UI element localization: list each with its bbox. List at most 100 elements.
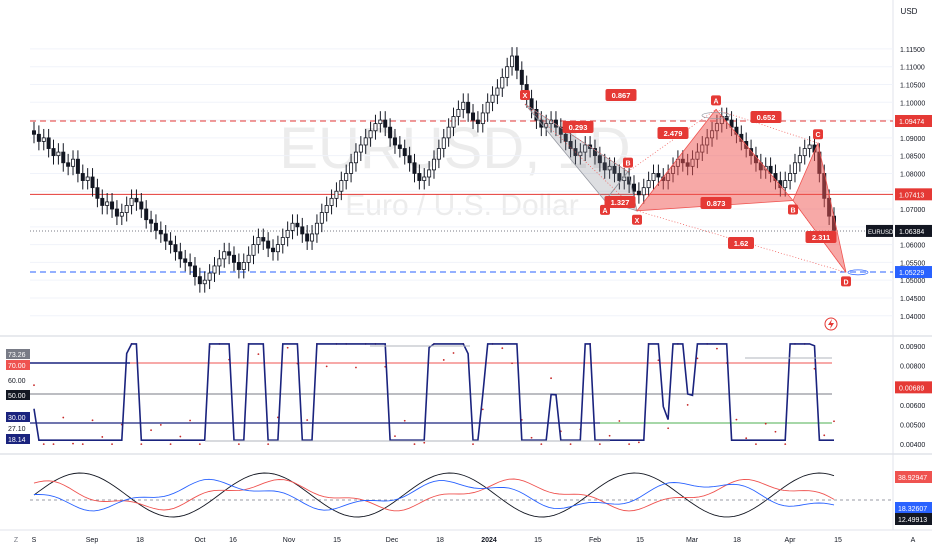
candle-down[interactable]: [656, 173, 661, 178]
candle-up[interactable]: [373, 123, 378, 132]
candle-up[interactable]: [217, 258, 222, 267]
candle-up[interactable]: [441, 137, 446, 149]
candle-up[interactable]: [783, 180, 788, 189]
candle-down[interactable]: [514, 55, 519, 71]
candle-down[interactable]: [114, 208, 119, 217]
candle-up[interactable]: [427, 169, 432, 178]
candle-down[interactable]: [75, 158, 80, 174]
candle-down[interactable]: [597, 155, 602, 164]
candle-down[interactable]: [636, 190, 641, 196]
candle-up[interactable]: [490, 94, 495, 103]
candle-up[interactable]: [119, 212, 124, 217]
candle-down[interactable]: [134, 197, 139, 203]
candle-up[interactable]: [285, 229, 290, 238]
candle-down[interactable]: [407, 155, 412, 164]
harmonic-pattern[interactable]: X A B X A B C D 0.867 0.293 2.479 1.327 0.873 0.652 2.…: [520, 89, 869, 287]
candle-up[interactable]: [251, 244, 256, 256]
candle-up[interactable]: [500, 76, 505, 89]
candle-down[interactable]: [144, 208, 149, 221]
candle-down[interactable]: [392, 137, 397, 146]
candle-up[interactable]: [431, 158, 436, 171]
candle-up[interactable]: [56, 151, 61, 157]
candle-down[interactable]: [383, 119, 388, 128]
candle-up[interactable]: [202, 279, 207, 285]
candle-down[interactable]: [188, 261, 193, 267]
candle-down[interactable]: [563, 133, 568, 142]
candle-up[interactable]: [314, 222, 319, 235]
candle-up[interactable]: [363, 137, 368, 146]
candle-up[interactable]: [85, 176, 90, 181]
candle-down[interactable]: [612, 165, 617, 174]
candle-up[interactable]: [310, 233, 315, 242]
candle-up[interactable]: [461, 101, 466, 110]
candle-up[interactable]: [329, 197, 334, 206]
indicator2-line[interactable]: [33, 478, 835, 512]
candle-up[interactable]: [788, 173, 793, 181]
candle-down[interactable]: [163, 233, 168, 242]
candle-down[interactable]: [80, 173, 85, 181]
candle-up[interactable]: [71, 158, 76, 167]
candle-down[interactable]: [183, 258, 188, 263]
candle-down[interactable]: [617, 173, 622, 181]
candle-down[interactable]: [173, 244, 178, 253]
candle-up[interactable]: [212, 265, 217, 274]
candle-up[interactable]: [583, 144, 588, 153]
candle-down[interactable]: [412, 162, 417, 174]
candle-down[interactable]: [466, 101, 471, 114]
candle-up[interactable]: [578, 151, 583, 157]
candle-up[interactable]: [207, 272, 212, 281]
candle-up[interactable]: [256, 237, 261, 246]
candle-down[interactable]: [261, 237, 266, 242]
currency-label[interactable]: USD: [901, 7, 918, 16]
candle-up[interactable]: [246, 254, 251, 263]
candle-down[interactable]: [153, 222, 158, 231]
candle-up[interactable]: [222, 251, 227, 260]
candle-down[interactable]: [602, 162, 607, 171]
candle-down[interactable]: [61, 151, 66, 164]
candle-up[interactable]: [358, 144, 363, 153]
candle-down[interactable]: [139, 201, 144, 210]
candle-up[interactable]: [544, 123, 549, 128]
indicator2-line[interactable]: [33, 472, 835, 518]
candle-down[interactable]: [271, 247, 276, 253]
candle-down[interactable]: [417, 173, 422, 181]
candle-up[interactable]: [124, 205, 129, 213]
candle-down[interactable]: [66, 162, 71, 167]
candle-up[interactable]: [480, 112, 485, 125]
candle-up[interactable]: [349, 162, 354, 174]
candle-up[interactable]: [319, 212, 324, 224]
indicator2-line[interactable]: [34, 478, 835, 512]
candle-up[interactable]: [344, 173, 349, 181]
candle-up[interactable]: [641, 187, 646, 196]
candle-down[interactable]: [519, 69, 524, 85]
candle-up[interactable]: [646, 180, 651, 189]
candle-down[interactable]: [632, 183, 637, 192]
candle-down[interactable]: [168, 240, 173, 246]
candle-down[interactable]: [300, 226, 305, 235]
candle-down[interactable]: [266, 240, 271, 249]
candle-up[interactable]: [290, 222, 295, 231]
candle-up[interactable]: [495, 87, 500, 96]
price-axis[interactable]: 1.115001.110001.105001.100001.095001.090…: [866, 47, 932, 321]
candle-down[interactable]: [90, 176, 95, 189]
candle-down[interactable]: [227, 251, 232, 256]
candle-up[interactable]: [422, 176, 427, 181]
candle-down[interactable]: [231, 254, 236, 263]
candle-down[interactable]: [192, 265, 197, 278]
candle-down[interactable]: [110, 201, 115, 210]
candle-up[interactable]: [368, 130, 373, 139]
candle-up[interactable]: [807, 144, 812, 149]
candle-down[interactable]: [236, 261, 241, 270]
candle-up[interactable]: [334, 190, 339, 199]
candle-up[interactable]: [324, 205, 329, 213]
candle-down[interactable]: [100, 197, 105, 206]
indicator-pane-1[interactable]: 73.26 70.00 60.00 50.00 30.00 27.10 18.14 0.009…: [6, 343, 932, 449]
candle-down[interactable]: [529, 98, 534, 110]
candle-up[interactable]: [41, 137, 46, 142]
candle-down[interactable]: [158, 229, 163, 235]
candlestick-series[interactable]: [32, 47, 837, 293]
candle-up[interactable]: [792, 162, 797, 174]
candle-down[interactable]: [592, 148, 597, 157]
candle-up[interactable]: [505, 66, 510, 78]
